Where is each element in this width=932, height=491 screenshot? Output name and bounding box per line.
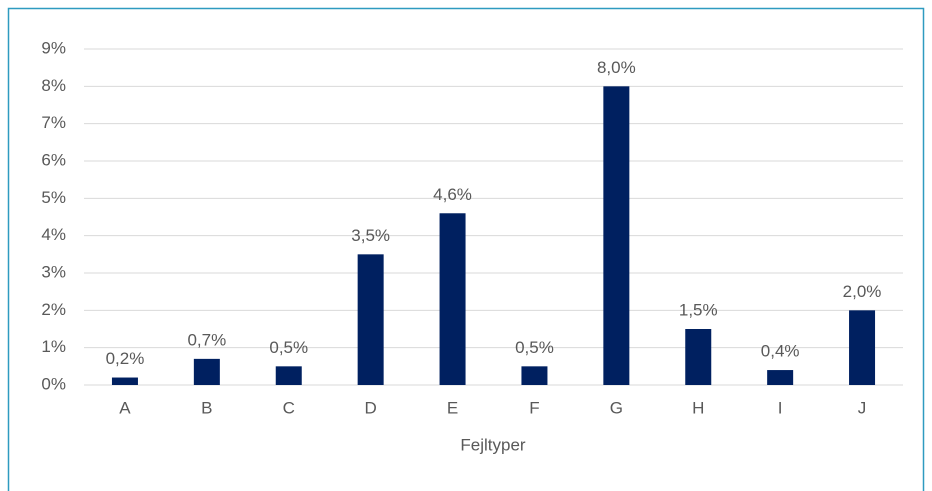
bar xyxy=(849,310,876,385)
bar xyxy=(439,213,466,385)
x-tick-label: G xyxy=(610,398,623,417)
x-tick-label: D xyxy=(365,398,377,417)
x-axis-label: Fejltyper xyxy=(460,435,526,454)
data-label: 2,0% xyxy=(843,282,882,301)
bar xyxy=(521,366,548,385)
y-tick-label: 6% xyxy=(41,150,66,169)
x-tick-label: C xyxy=(283,398,295,417)
y-tick-label: 1% xyxy=(41,337,66,356)
data-label: 3,5% xyxy=(351,226,390,245)
y-tick-label: 8% xyxy=(41,76,66,95)
data-label: 0,4% xyxy=(761,342,800,361)
bar xyxy=(275,366,302,385)
x-tick-label: H xyxy=(692,398,704,417)
y-tick-label: 7% xyxy=(41,113,66,132)
y-tick-label: 4% xyxy=(41,225,66,244)
bar xyxy=(685,329,712,385)
data-label: 4,6% xyxy=(433,185,472,204)
data-label: 1,5% xyxy=(679,300,718,319)
y-tick-label: 0% xyxy=(41,374,66,393)
bar xyxy=(193,358,220,385)
y-tick-label: 2% xyxy=(41,300,66,319)
y-tick-label: 3% xyxy=(41,262,66,281)
bar xyxy=(357,254,384,385)
y-tick-label: 5% xyxy=(41,188,66,207)
data-label: 8,0% xyxy=(597,58,636,77)
data-label: 0,5% xyxy=(269,338,308,357)
x-tick-label: A xyxy=(119,398,131,417)
bar xyxy=(111,377,138,385)
bar xyxy=(767,370,794,385)
y-tick-label: 9% xyxy=(41,38,66,57)
chart-frame xyxy=(7,7,925,491)
x-tick-label: I xyxy=(778,398,783,417)
x-tick-label: B xyxy=(201,398,212,417)
x-tick-label: F xyxy=(529,398,539,417)
data-label: 0,2% xyxy=(106,349,145,368)
data-label: 0,5% xyxy=(515,338,554,357)
x-tick-label: E xyxy=(447,398,458,417)
bar xyxy=(603,86,630,385)
x-tick-label: J xyxy=(858,398,867,417)
data-label: 0,7% xyxy=(187,330,226,349)
